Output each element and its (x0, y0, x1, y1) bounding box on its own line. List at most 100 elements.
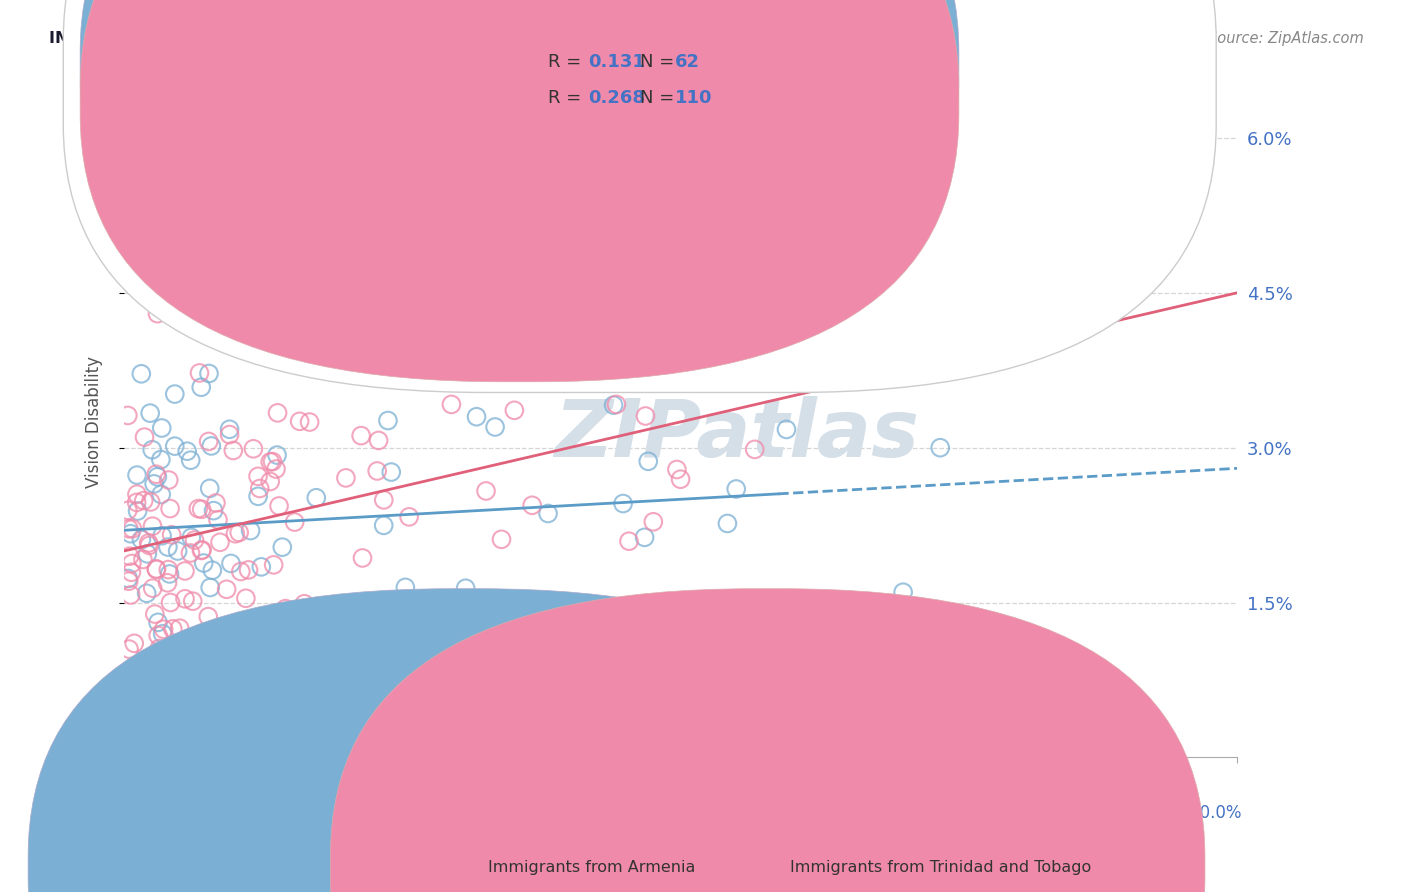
Point (264, 462, 287, 476)
Point (335, 471, 357, 485)
Point (179, 546, 201, 560)
Point (249, 482, 271, 496)
Point (163, 650, 186, 665)
Text: 0.0%: 0.0% (118, 805, 160, 822)
Text: 0.268: 0.268 (588, 89, 645, 107)
Point (190, 502, 212, 516)
Point (152, 622, 174, 636)
Point (373, 492, 395, 507)
Point (292, 597, 315, 611)
Point (595, 375, 617, 389)
Point (150, 487, 173, 501)
Point (262, 454, 284, 468)
Point (149, 452, 172, 467)
Point (818, 356, 841, 370)
Point (380, 465, 402, 479)
Point (188, 366, 211, 380)
Point (121, 557, 143, 571)
Point (643, 515, 665, 529)
Point (190, 380, 212, 394)
Point (367, 434, 389, 448)
Point (416, 611, 439, 625)
Point (259, 455, 281, 469)
Point (193, 556, 215, 570)
Point (267, 499, 290, 513)
Point (215, 640, 238, 654)
Point (484, 420, 506, 434)
Point (665, 462, 688, 476)
Point (818, 333, 841, 347)
Point (415, 592, 437, 607)
Point (157, 563, 180, 577)
Point (633, 530, 655, 544)
Point (208, 535, 231, 549)
Point (274, 601, 297, 615)
Text: Immigrants from Trinidad and Tobago: Immigrants from Trinidad and Tobago (790, 860, 1091, 874)
Point (121, 522, 143, 536)
Point (605, 397, 627, 411)
Point (143, 607, 166, 621)
Point (263, 558, 285, 572)
Point (160, 673, 183, 688)
Point (205, 677, 228, 691)
Point (141, 442, 163, 457)
Point (266, 406, 288, 420)
Point (197, 609, 219, 624)
Text: Immigrants from Armenia: Immigrants from Armenia (488, 860, 695, 874)
Point (1059, 213, 1081, 227)
Point (202, 503, 225, 517)
Point (503, 403, 526, 417)
Point (669, 472, 692, 486)
Point (136, 547, 159, 561)
Point (131, 533, 153, 547)
Point (222, 443, 245, 458)
Point (595, 327, 617, 342)
Point (205, 496, 228, 510)
Point (491, 533, 513, 547)
Point (120, 566, 142, 580)
Text: Source: ZipAtlas.com: Source: ZipAtlas.com (1208, 31, 1364, 46)
Point (239, 524, 262, 538)
Point (142, 581, 165, 595)
Point (415, 337, 437, 351)
Point (125, 468, 148, 483)
Point (139, 495, 162, 509)
Point (366, 464, 388, 478)
Point (163, 439, 186, 453)
Point (118, 642, 141, 657)
Point (117, 572, 139, 586)
Point (229, 565, 252, 579)
Point (224, 526, 246, 541)
Point (138, 538, 160, 552)
Point (637, 454, 659, 468)
Point (262, 295, 284, 310)
Point (162, 655, 184, 669)
Point (447, 369, 470, 384)
Point (200, 581, 222, 595)
Point (440, 397, 463, 411)
Point (537, 507, 560, 521)
Point (194, 627, 217, 641)
Point (218, 427, 240, 442)
Point (398, 509, 420, 524)
Point (602, 398, 624, 412)
Point (150, 529, 173, 543)
Point (156, 575, 179, 590)
Point (242, 442, 264, 456)
Point (132, 493, 155, 508)
Point (125, 495, 148, 509)
Point (475, 483, 498, 498)
Point (716, 516, 738, 531)
Point (145, 467, 167, 482)
Point (166, 544, 188, 558)
Point (522, 498, 544, 512)
Point (180, 530, 202, 544)
Point (118, 549, 141, 564)
Text: ZIPatlas: ZIPatlas (554, 396, 918, 475)
Point (238, 563, 260, 577)
Point (157, 473, 180, 487)
Point (558, 341, 581, 355)
Point (169, 621, 191, 635)
Point (148, 641, 170, 656)
Point (141, 519, 163, 533)
